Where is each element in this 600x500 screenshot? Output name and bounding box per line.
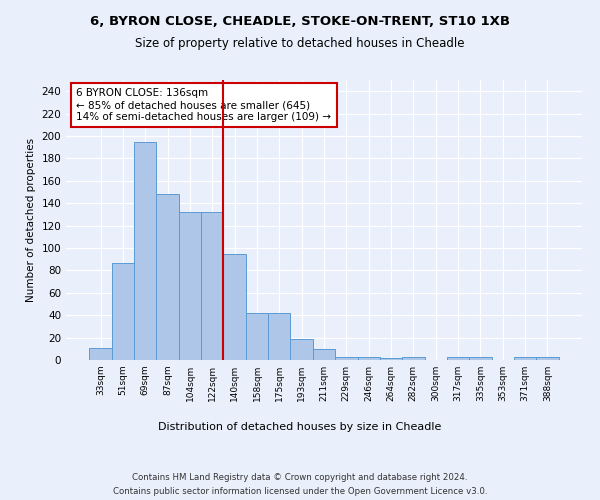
Bar (358, 356, 380, 360)
Bar (112, 262, 134, 360)
Bar (536, 356, 559, 360)
Bar (290, 338, 313, 360)
Bar (89, 348, 112, 360)
Text: Contains HM Land Registry data © Crown copyright and database right 2024.: Contains HM Land Registry data © Crown c… (132, 472, 468, 482)
Text: Distribution of detached houses by size in Cheadle: Distribution of detached houses by size … (158, 422, 442, 432)
Bar (246, 313, 268, 360)
Bar (447, 356, 469, 360)
Bar (313, 349, 335, 360)
Bar (157, 194, 179, 360)
Bar (179, 212, 201, 360)
Text: Size of property relative to detached houses in Cheadle: Size of property relative to detached ho… (135, 38, 465, 51)
Bar (223, 254, 246, 360)
Bar (380, 358, 402, 360)
Text: 6 BYRON CLOSE: 136sqm
← 85% of detached houses are smaller (645)
14% of semi-det: 6 BYRON CLOSE: 136sqm ← 85% of detached … (76, 88, 331, 122)
Y-axis label: Number of detached properties: Number of detached properties (26, 138, 36, 302)
Bar (402, 356, 425, 360)
Bar (134, 142, 157, 360)
Bar (469, 356, 491, 360)
Text: Contains public sector information licensed under the Open Government Licence v3: Contains public sector information licen… (113, 488, 487, 496)
Bar (201, 212, 223, 360)
Bar (335, 356, 358, 360)
Text: 6, BYRON CLOSE, CHEADLE, STOKE-ON-TRENT, ST10 1XB: 6, BYRON CLOSE, CHEADLE, STOKE-ON-TRENT,… (90, 15, 510, 28)
Bar (514, 356, 536, 360)
Bar (268, 313, 290, 360)
